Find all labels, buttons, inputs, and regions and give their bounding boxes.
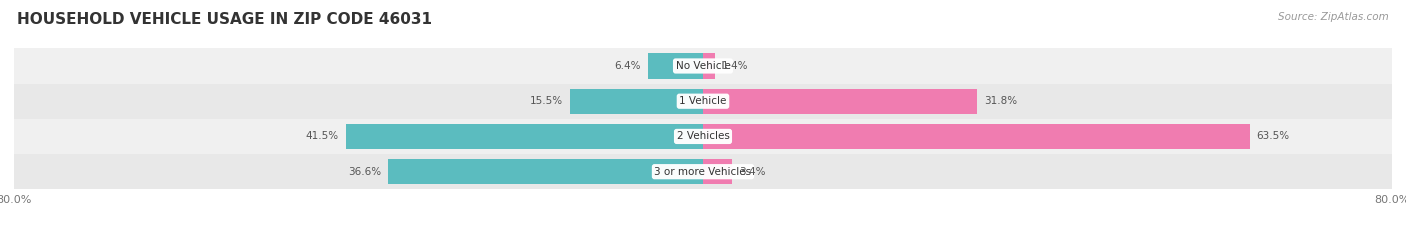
Text: 2 Vehicles: 2 Vehicles xyxy=(676,131,730,141)
Bar xyxy=(703,124,1250,149)
Text: 63.5%: 63.5% xyxy=(1257,131,1289,141)
Bar xyxy=(14,48,1392,84)
Text: 1.4%: 1.4% xyxy=(721,61,748,71)
Bar xyxy=(703,159,733,184)
Text: 1 Vehicle: 1 Vehicle xyxy=(679,96,727,106)
Text: 36.6%: 36.6% xyxy=(347,167,381,177)
Text: Source: ZipAtlas.com: Source: ZipAtlas.com xyxy=(1278,12,1389,22)
Text: 41.5%: 41.5% xyxy=(305,131,339,141)
Text: 31.8%: 31.8% xyxy=(984,96,1017,106)
Bar xyxy=(346,124,703,149)
Bar xyxy=(14,119,1392,154)
Text: 15.5%: 15.5% xyxy=(530,96,562,106)
Bar xyxy=(14,154,1392,189)
Text: 3 or more Vehicles: 3 or more Vehicles xyxy=(654,167,752,177)
Text: 6.4%: 6.4% xyxy=(614,61,641,71)
Text: 3.4%: 3.4% xyxy=(740,167,766,177)
Text: No Vehicle: No Vehicle xyxy=(675,61,731,71)
Bar xyxy=(14,84,1392,119)
Bar xyxy=(648,53,703,79)
Bar xyxy=(703,53,716,79)
Text: HOUSEHOLD VEHICLE USAGE IN ZIP CODE 46031: HOUSEHOLD VEHICLE USAGE IN ZIP CODE 4603… xyxy=(17,12,432,27)
Bar xyxy=(569,89,703,114)
Bar xyxy=(388,159,703,184)
Bar xyxy=(703,89,977,114)
